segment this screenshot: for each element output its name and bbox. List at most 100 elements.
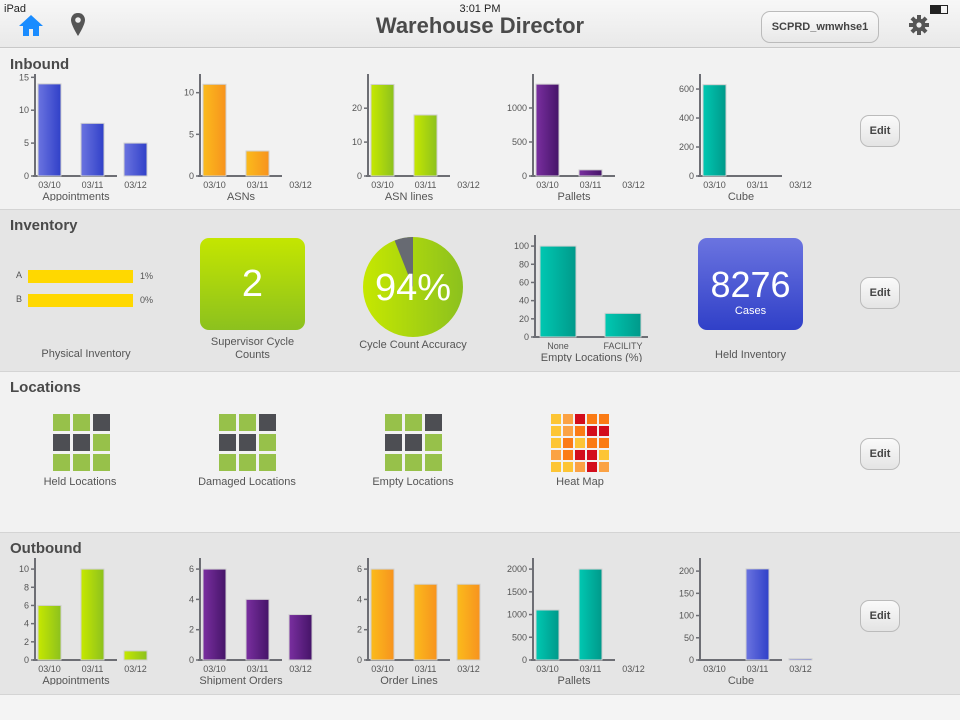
grid-cell	[259, 414, 276, 431]
held-inventory-tile[interactable]: 8276 Cases	[698, 238, 803, 330]
y-tick-label: 6	[357, 564, 362, 574]
bar[interactable]	[370, 83, 395, 177]
bar[interactable]	[123, 650, 148, 661]
y-tick-label: 10	[19, 564, 29, 574]
grid-cell	[93, 454, 110, 471]
bar-chart[interactable]: 0 500 1000 03/10 03/11 03/12 Pallets	[498, 66, 658, 201]
heat-map-icon[interactable]	[551, 414, 609, 472]
y-tick-label: 150	[679, 588, 694, 598]
held-locations-icon[interactable]	[53, 414, 110, 471]
bar[interactable]	[535, 83, 560, 177]
bar[interactable]	[202, 568, 227, 661]
bar-chart[interactable]: 0 500 1000 1500 2000 03/10 03/11 03/12 Pallets	[498, 550, 658, 685]
bar[interactable]	[578, 169, 603, 177]
bar-chart[interactable]: 0 2 4 6 03/10 03/11 03/12 Shipment Orders	[165, 550, 325, 685]
heat-cell	[587, 462, 597, 472]
bar-chart[interactable]: 0 10 20 03/10 03/11 03/12 ASN lines	[333, 66, 493, 201]
section-title: Inbound	[10, 56, 70, 73]
grid-cell	[73, 454, 90, 471]
grid-cell	[93, 414, 110, 431]
empty-locations-icon[interactable]	[385, 414, 442, 471]
heat-cell	[551, 450, 561, 460]
bar[interactable]	[604, 312, 642, 338]
bar[interactable]	[702, 84, 727, 177]
x-tick-label: 03/10	[38, 180, 61, 190]
y-tick-label: 20	[352, 103, 362, 113]
chart-title: Appointments	[42, 191, 110, 201]
supervisor-cycle-counts-tile[interactable]: 2	[200, 238, 305, 330]
cycle-count-accuracy-title: Cycle Count Accuracy	[359, 339, 467, 351]
bar-chart[interactable]: 0 5 10 15 03/10 03/11 03/12 Appointments	[0, 66, 160, 201]
section-title: Locations	[10, 379, 81, 396]
bar-chart[interactable]: 0 200 400 600 03/10 03/11 03/12 Cube	[665, 66, 825, 201]
bar-chart[interactable]: 0 5 10 03/10 03/11 03/12 ASNs	[165, 66, 325, 201]
grid-cell	[405, 414, 422, 431]
damaged-locations-icon[interactable]	[219, 414, 276, 471]
bar[interactable]	[745, 568, 770, 661]
bar[interactable]	[37, 83, 62, 177]
bar[interactable]	[202, 83, 227, 177]
y-tick-label: 0	[357, 171, 362, 181]
bar[interactable]	[123, 142, 148, 177]
tile-value: 8276	[710, 264, 791, 305]
bar[interactable]	[413, 114, 438, 177]
grid-cell	[385, 414, 402, 431]
bar[interactable]	[539, 245, 577, 338]
bar[interactable]	[80, 122, 105, 177]
home-icon[interactable]	[18, 14, 44, 36]
empty-locations-label[interactable]: Empty Locations	[372, 476, 454, 488]
grid-cell	[259, 434, 276, 451]
y-tick-label: 0	[524, 332, 529, 342]
gear-icon[interactable]	[909, 15, 929, 35]
physical-inventory-row-b: B 0%	[16, 294, 153, 307]
bar[interactable]	[37, 604, 62, 661]
grid-cell	[239, 414, 256, 431]
x-tick-label: 03/12	[457, 180, 480, 190]
grid-cell	[53, 454, 70, 471]
bar[interactable]	[370, 568, 395, 661]
bar-chart[interactable]: 0 50 100 150 200 03/10 03/11 03/12 Cube	[665, 550, 825, 685]
y-tick-label: 10	[19, 105, 29, 115]
progress-bar	[28, 294, 133, 307]
y-tick-label: 5	[24, 138, 29, 148]
title-line: Supervisor Cycle	[210, 336, 295, 348]
y-tick-label: 15	[19, 72, 29, 82]
bar[interactable]	[245, 150, 270, 177]
locations-edit-button[interactable]: Edit	[860, 438, 900, 470]
bar-chart[interactable]: 0 2 4 6 8 10 03/10 03/11 03/12 Appointments	[0, 550, 160, 685]
grid-cell	[73, 434, 90, 451]
outbound-edit-button[interactable]: Edit	[860, 600, 900, 632]
heat-map-label[interactable]: Heat Map	[556, 476, 604, 488]
bar-chart[interactable]: 0 2 4 6 03/10 03/11 03/12 Order Lines	[333, 550, 493, 685]
bar[interactable]	[288, 614, 313, 661]
x-tick-label: FACILITY	[603, 341, 642, 351]
y-tick-label: 2000	[507, 564, 527, 574]
y-tick-label: 100	[679, 611, 694, 621]
y-tick-label: 2	[189, 625, 194, 635]
y-tick-label: 1000	[507, 610, 527, 620]
heat-cell	[551, 462, 561, 472]
bar[interactable]	[578, 568, 603, 661]
environment-button[interactable]: SCPRD_wmwhse1	[761, 11, 879, 43]
y-tick-label: 100	[514, 241, 529, 251]
held-locations-label[interactable]: Held Locations	[43, 476, 117, 488]
bar[interactable]	[788, 658, 813, 661]
bar[interactable]	[456, 583, 481, 661]
title-line: Counts	[235, 349, 270, 361]
y-tick-label: 0	[24, 171, 29, 181]
cycle-count-accuracy-pie[interactable]: 94%	[362, 236, 464, 338]
chart-title: ASN lines	[385, 191, 434, 201]
chart-title: Cube	[728, 675, 754, 685]
damaged-locations-label[interactable]: Damaged Locations	[198, 476, 296, 488]
bar[interactable]	[413, 583, 438, 661]
inbound-edit-button[interactable]: Edit	[860, 115, 900, 147]
bar[interactable]	[535, 609, 560, 661]
inventory-edit-button[interactable]: Edit	[860, 277, 900, 309]
bar[interactable]	[245, 598, 270, 661]
grid-cell	[405, 434, 422, 451]
y-tick-label: 500	[512, 137, 527, 147]
chart-title: Shipment Orders	[199, 675, 283, 685]
location-pin-icon[interactable]	[70, 12, 86, 38]
bar[interactable]	[80, 568, 105, 661]
